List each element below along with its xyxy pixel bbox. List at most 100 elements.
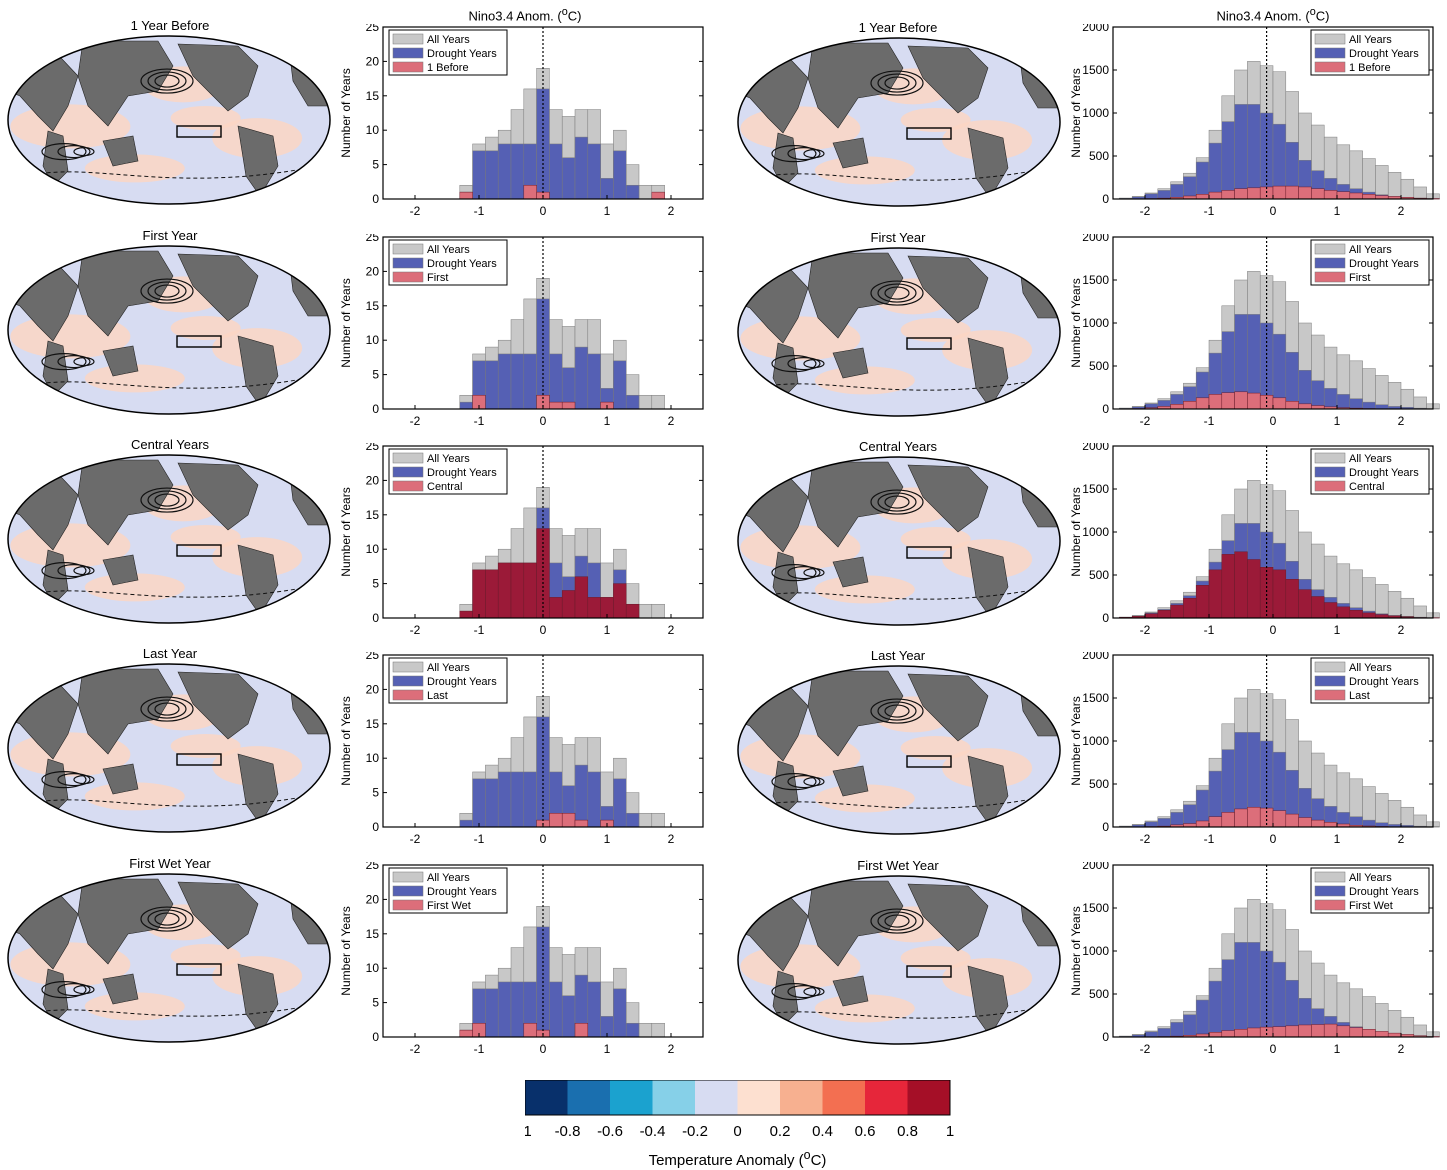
all-years-bar [638,184,653,200]
contour-line [41,980,87,999]
y-tick-label: 20 [366,54,380,68]
map-outline [737,456,1061,626]
x-tick-label: -2 [410,414,421,428]
all-years-bar [651,1022,665,1038]
warm-anomaly-patch [170,734,241,758]
warm-anomaly-patch [170,106,241,130]
x-tick-label: 2 [1398,832,1405,846]
subset-bar [1208,394,1223,410]
y-axis-label: Number of Years [339,278,353,367]
left-histogram-1: 0 5 10 15 20 25 -2 -1 0 1 2 Number of Years All Year… [339,234,704,428]
subset-bar [549,401,563,410]
nino34-box [906,546,952,559]
all-years-bar [651,394,665,410]
x-tick-label: -1 [1204,623,1215,637]
drought-years-bar [574,346,589,410]
subset-bar [1285,401,1299,410]
x-tick-label: 1 [1334,414,1341,428]
legend-swatch [1314,47,1346,59]
y-tick-label: 0 [372,192,379,206]
drought-years-bar [510,353,525,410]
y-tick-label: 5 [372,158,379,172]
contour-line [41,352,87,371]
y-tick-label: 1000 [1082,316,1109,330]
colorbar-tick-label: -0.4 [640,1123,666,1140]
subset-bar [574,819,589,828]
y-tick-label: 5 [372,368,379,382]
map-outline [737,665,1061,835]
nino34-box [176,544,222,557]
x-tick-label: 1 [604,832,611,846]
warm-anomaly-patch [84,782,185,811]
warm-anomaly-patch [84,573,185,602]
drought-years-bar [625,812,640,828]
land-mass [177,881,259,950]
subset-bar [1349,192,1363,200]
colorbar-label-text: Temperature Anomaly ( [648,1152,804,1169]
subset-bar [561,812,576,828]
subset-bar [523,562,537,619]
legend-swatch [392,661,424,673]
all-years-bar [1400,178,1415,200]
drought-years-bar [1144,193,1159,200]
x-tick-label: 2 [668,623,675,637]
contour-line [154,74,180,88]
y-tick-label: 1500 [1082,273,1109,287]
drought-years-bar [1157,818,1171,828]
drought-years-bar [549,143,563,200]
subset-bar [1234,808,1248,828]
drought-years-bar [1298,370,1312,410]
subset-bar [1375,1031,1389,1038]
drought-years-bar [574,764,589,828]
y-tick-label: 0 [1102,192,1109,206]
x-tick-label: 2 [668,832,675,846]
subset-bar [1183,597,1197,619]
drought-years-bar [1311,380,1325,410]
y-tick-label: 1500 [1082,482,1109,496]
colorbar-tick-label: 0 [733,1123,741,1140]
subset-bar [561,590,576,619]
right-hist-column-title: Nino3.4 Anom. (oC) [1216,6,1330,24]
contour-line [57,354,91,369]
contour-line [73,565,95,576]
contour-line [755,588,1037,600]
y-tick-label: 0 [1102,1030,1109,1044]
subset-bar [1221,392,1235,410]
subset-bar [1272,397,1287,410]
legend-label: All Years [1349,34,1392,46]
x-tick-label: -2 [410,832,421,846]
drought-years-bar [561,995,576,1038]
contour-line [147,909,187,929]
contour-line [73,146,95,157]
land-mass [177,43,259,112]
legend-label: Drought Years [427,258,497,270]
y-axis-label: Number of Years [1069,278,1083,367]
colorbar-tick-label: -0.8 [555,1123,581,1140]
subset-bar [549,597,563,619]
right-histogram-4: 0 500 1000 1500 2000 -2 -1 0 1 2 Number of Years Al… [1069,862,1440,1056]
drought-years-bar [1144,1031,1159,1038]
drought-years-bar [1247,942,1261,1038]
contour-line [771,982,817,1001]
subset-bar [497,562,512,619]
contour-line [25,1005,307,1017]
contour-line [57,144,91,159]
colorbar-swatch [567,1080,610,1115]
y-tick-label: 1000 [1082,944,1109,958]
subset-bar [561,401,576,410]
land-mass [237,125,279,197]
colorbar-tick-label: -0.2 [682,1123,708,1140]
contour-line [870,489,924,515]
y-tick-label: 10 [366,333,380,347]
contour-line [884,704,910,718]
land-mass [177,462,259,531]
x-tick-label: -1 [474,414,485,428]
map-outline [7,35,331,205]
left-map-title-2: Central Years [130,437,210,452]
legend-label: All Years [1349,244,1392,256]
x-tick-label: -1 [1204,1042,1215,1056]
colorbar-swatch [822,1080,865,1115]
drought-years-bar [549,353,563,410]
drought-years-bar [625,394,640,410]
subset-bar [1362,1029,1376,1038]
